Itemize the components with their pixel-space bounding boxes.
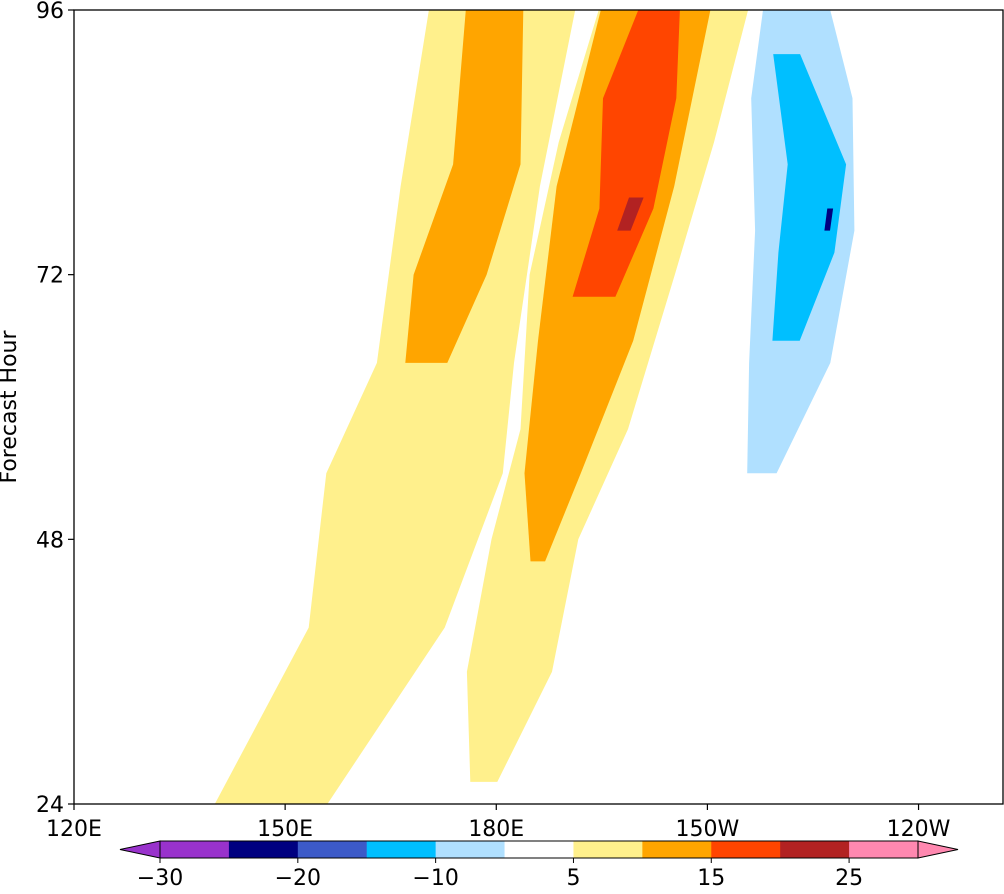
colorbar-extend-low: [119, 840, 161, 859]
x-tick-label: 120E: [46, 817, 102, 842]
colorbar-frame: [159, 840, 919, 859]
colorbar-tick-label: 15: [697, 866, 725, 891]
colorbar-segment: [366, 841, 437, 858]
colorbar-segment: [642, 841, 712, 858]
x-tick-label: 150E: [257, 817, 313, 842]
positive-anomaly-band-east: [617, 197, 644, 231]
colorbar-tick-label: −30: [137, 866, 183, 891]
x-tick-label: 120W: [887, 817, 951, 842]
colorbar-tick-label: −10: [412, 866, 458, 891]
y-tick-label: 96: [36, 0, 64, 24]
colorbar-segment: [849, 841, 919, 858]
colorbar-segment: [780, 841, 850, 858]
x-tick-label: 180E: [468, 817, 524, 842]
plot-frame: [73, 9, 1004, 805]
y-tick-label: 48: [36, 528, 64, 553]
x-tick-label: 150W: [676, 817, 740, 842]
y-axis: 24 48 72 96: [36, 0, 74, 818]
colorbar-tick-label: −20: [275, 866, 321, 891]
colorbar: −30 −20 −10 5 15 25: [119, 840, 959, 891]
negative-anomaly-band: [772, 54, 847, 341]
y-tick-label: 72: [36, 264, 64, 289]
colorbar-segment: [504, 841, 574, 858]
negative-anomaly-band: [824, 208, 834, 231]
colorbar-extend-high: [917, 840, 959, 859]
colorbar-tick-label: 25: [835, 866, 863, 891]
colorbar-segment: [228, 841, 299, 858]
colorbar-segment: [435, 841, 506, 858]
colorbar-segment: [711, 841, 781, 858]
positive-anomaly-band-west: [405, 10, 524, 363]
plot-area: [214, 10, 902, 804]
colorbar-segment: [573, 841, 643, 858]
y-axis-label: Forecast Hour: [0, 330, 22, 484]
positive-anomaly-band-east: [572, 10, 680, 297]
y-tick-label: 24: [36, 793, 64, 818]
colorbar-tick-label: 5: [566, 866, 580, 891]
colorbar-segment: [160, 841, 230, 858]
x-axis: 120E 150E 180E 150W 120W: [46, 804, 951, 842]
colorbar-segment: [297, 841, 368, 858]
